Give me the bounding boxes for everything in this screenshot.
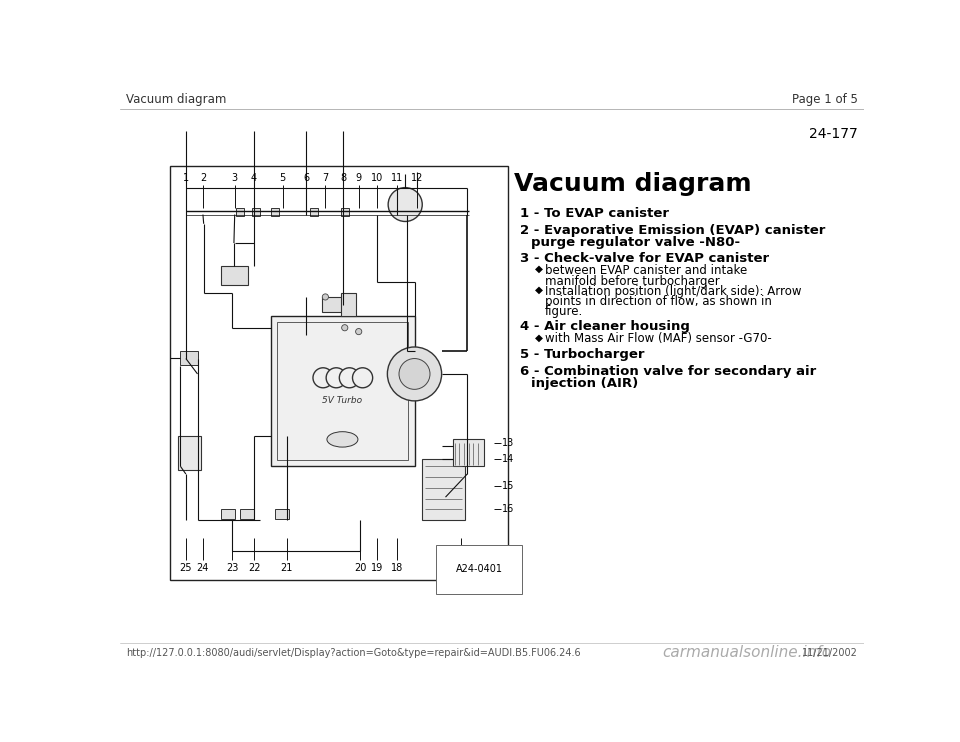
Bar — [322, 297, 345, 312]
Text: 10: 10 — [372, 174, 383, 183]
Circle shape — [323, 294, 328, 300]
Text: 1: 1 — [182, 174, 189, 183]
Circle shape — [355, 329, 362, 335]
Text: 2 - Evaporative Emission (EVAP) canister: 2 - Evaporative Emission (EVAP) canister — [520, 224, 826, 237]
Text: points in direction of flow, as shown in: points in direction of flow, as shown in — [544, 295, 772, 309]
Text: injection (AIR): injection (AIR) — [531, 377, 638, 390]
Text: ◆: ◆ — [536, 332, 543, 342]
Text: 4 - Air cleaner housing: 4 - Air cleaner housing — [520, 320, 690, 333]
Text: Installation position (light/dark side): Arrow: Installation position (light/dark side):… — [544, 285, 802, 298]
Bar — [221, 509, 234, 519]
Text: ◆: ◆ — [536, 264, 543, 274]
Text: Page 1 of 5: Page 1 of 5 — [792, 93, 858, 106]
Text: figure.: figure. — [544, 306, 583, 318]
Text: manifold before turbocharger: manifold before turbocharger — [544, 275, 719, 288]
Text: http://127.0.0.1:8080/audi/servlet/Display?action=Goto&type=repair&id=AUDI.B5.FU: http://127.0.0.1:8080/audi/servlet/Displ… — [126, 648, 581, 657]
Bar — [179, 436, 202, 470]
Text: 5 - Turbocharger: 5 - Turbocharger — [520, 348, 644, 361]
Bar — [341, 293, 356, 316]
Text: 19: 19 — [372, 563, 383, 573]
Circle shape — [339, 368, 359, 388]
Text: between EVAP canister and intake: between EVAP canister and intake — [544, 264, 747, 277]
Text: Vacuum diagram: Vacuum diagram — [126, 93, 227, 106]
Text: 11: 11 — [392, 174, 403, 183]
Text: 8: 8 — [340, 174, 347, 183]
Bar — [271, 209, 278, 216]
Bar — [252, 209, 259, 216]
Text: 6 - Combination valve for secondary air: 6 - Combination valve for secondary air — [520, 365, 816, 378]
Bar — [422, 459, 465, 520]
Bar — [170, 166, 508, 580]
Text: 23: 23 — [227, 563, 239, 573]
Text: 25: 25 — [180, 563, 192, 573]
Text: 3: 3 — [231, 174, 238, 183]
Circle shape — [388, 347, 442, 401]
Text: 5: 5 — [279, 174, 286, 183]
Bar — [453, 439, 484, 466]
Text: 13: 13 — [502, 439, 515, 448]
Text: 7: 7 — [323, 174, 328, 183]
Text: 11/21/2002: 11/21/2002 — [802, 648, 858, 657]
Ellipse shape — [327, 432, 358, 447]
Text: 24-177: 24-177 — [809, 127, 858, 141]
Text: 16: 16 — [502, 504, 515, 513]
Circle shape — [342, 325, 348, 331]
Bar — [221, 266, 248, 286]
Text: 17: 17 — [455, 563, 468, 573]
Circle shape — [313, 368, 333, 388]
Bar — [275, 509, 289, 519]
Bar — [341, 209, 348, 216]
Text: 9: 9 — [355, 174, 362, 183]
Text: 4: 4 — [251, 174, 257, 183]
Bar — [277, 322, 408, 460]
Bar — [240, 509, 254, 519]
Bar — [271, 316, 415, 466]
Text: 6: 6 — [303, 174, 309, 183]
Text: 3 - Check-valve for EVAP canister: 3 - Check-valve for EVAP canister — [520, 252, 769, 264]
Text: A24-0401: A24-0401 — [456, 564, 503, 574]
Text: 1 - To EVAP canister: 1 - To EVAP canister — [520, 207, 669, 220]
Text: 21: 21 — [280, 563, 293, 573]
Text: ◆: ◆ — [536, 285, 543, 295]
Text: 2: 2 — [200, 174, 206, 183]
Text: with Mass Air Flow (MAF) sensor -G70-: with Mass Air Flow (MAF) sensor -G70- — [544, 332, 772, 345]
Circle shape — [326, 368, 347, 388]
Text: 14: 14 — [502, 453, 515, 464]
Text: 22: 22 — [248, 563, 260, 573]
Text: 18: 18 — [392, 563, 403, 573]
Circle shape — [388, 188, 422, 221]
Text: carmanualsonline.info: carmanualsonline.info — [662, 646, 831, 660]
Text: Vacuum diagram: Vacuum diagram — [514, 172, 752, 196]
Circle shape — [399, 358, 430, 390]
Circle shape — [352, 368, 372, 388]
Bar — [180, 351, 198, 365]
Text: 24: 24 — [197, 563, 209, 573]
Bar — [310, 209, 318, 216]
Text: 15: 15 — [502, 481, 515, 490]
Bar — [236, 209, 244, 216]
Text: 12: 12 — [411, 174, 423, 183]
Text: 20: 20 — [354, 563, 367, 573]
Text: purge regulator valve -N80-: purge regulator valve -N80- — [531, 236, 740, 249]
Text: 5V Turbo: 5V Turbo — [323, 396, 363, 405]
